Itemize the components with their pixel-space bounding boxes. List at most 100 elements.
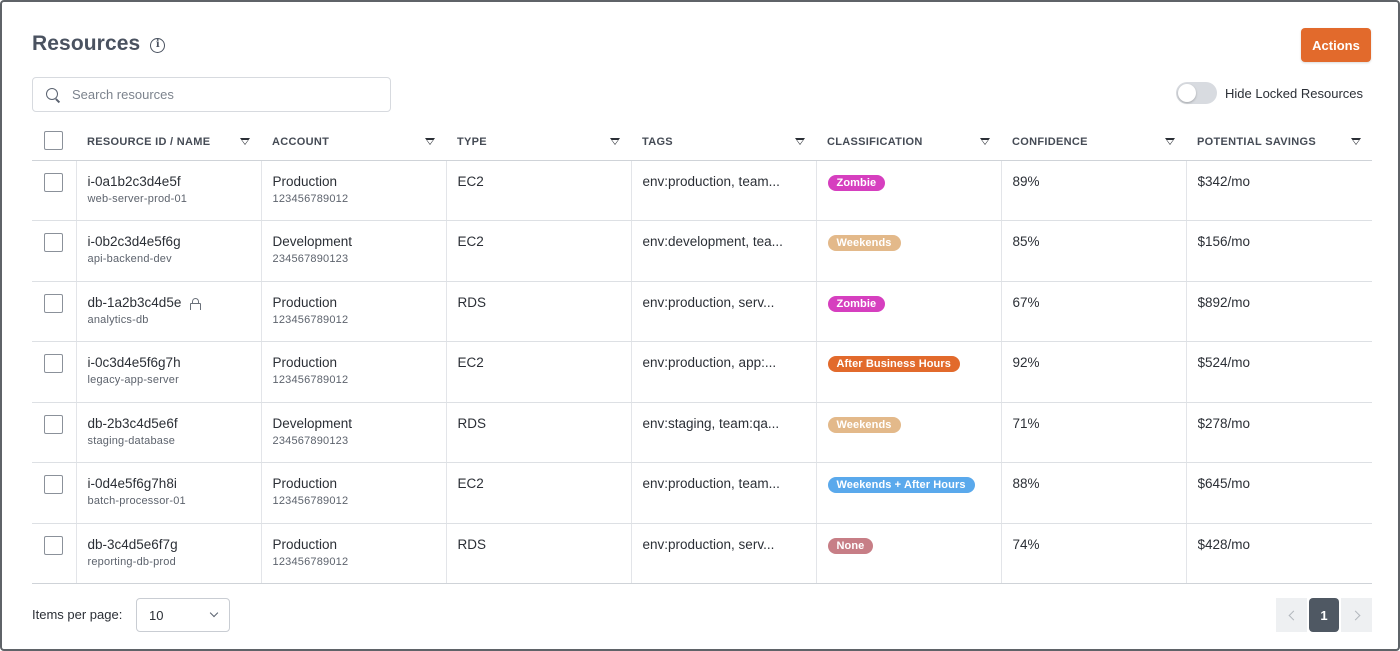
- resource-type: RDS: [457, 415, 487, 431]
- row-checkbox[interactable]: [44, 475, 63, 494]
- confidence-cell: 89%: [1000, 160, 1186, 221]
- hide-locked-label: Hide Locked Resources: [1225, 85, 1364, 101]
- column-header-account[interactable]: ACCOUNT: [261, 124, 446, 161]
- filter-icon[interactable]: [240, 138, 250, 145]
- resource-name: web-server-prod-01: [87, 192, 188, 205]
- savings-value: $342/mo: [1197, 173, 1251, 189]
- type-cell: EC2: [445, 220, 631, 282]
- info-icon[interactable]: i: [150, 37, 166, 53]
- hide-locked-toggle[interactable]: [1176, 82, 1217, 104]
- account-name: Production: [272, 355, 338, 370]
- classification-badge: Zombie: [827, 295, 886, 312]
- account-cell: Development 234567890123: [260, 402, 446, 463]
- row-select-cell: [32, 402, 76, 463]
- type-cell: EC2: [445, 160, 631, 221]
- resource-name: analytics-db: [87, 313, 149, 326]
- confidence-cell: 85%: [1000, 220, 1186, 282]
- savings-cell: $892/mo: [1185, 281, 1372, 342]
- table-row[interactable]: i-0d4e5f6g7h8i batch-processor-01 Producti…: [32, 462, 1372, 524]
- row-checkbox[interactable]: [44, 172, 63, 192]
- resource-name: batch-processor-01: [87, 495, 186, 507]
- confidence-value: 88%: [1012, 476, 1040, 491]
- row-checkbox[interactable]: [44, 414, 63, 434]
- table-row[interactable]: db-1a2b3c4d5e analytics-db Production 12345…: [32, 281, 1372, 342]
- savings-value: $278/mo: [1197, 415, 1251, 431]
- select-all-checkbox[interactable]: [44, 130, 63, 150]
- resource-id[interactable]: i-0c3d4e5f6g7h: [87, 355, 181, 370]
- account-cell: Production 123456789012: [260, 160, 446, 221]
- resource-cell: i-0b2c3d4e5f6g api-backend-dev: [75, 220, 261, 282]
- classification-cell: Weekends + After Hours: [815, 462, 1001, 524]
- row-select-cell: [32, 341, 76, 403]
- classification-cell: Zombie: [815, 160, 1001, 221]
- resource-tags[interactable]: env:production, team...: [642, 173, 780, 189]
- pagination: 1: [1276, 598, 1372, 632]
- classification-badge: Weekends: [827, 235, 901, 251]
- filter-icon[interactable]: [425, 138, 435, 145]
- row-checkbox[interactable]: [44, 354, 63, 373]
- row-checkbox[interactable]: [44, 233, 63, 252]
- classification-cell: Weekends: [815, 220, 1001, 282]
- column-header-confidence[interactable]: CONFIDENCE: [1001, 124, 1186, 161]
- tags-cell: env:production, app:...: [630, 341, 816, 403]
- column-header-resource[interactable]: RESOURCE ID / NAME: [76, 124, 261, 161]
- savings-cell: $342/mo: [1185, 160, 1372, 221]
- table-header-row: RESOURCE ID / NAME ACCOUNT TYPE TAGS CLA…: [32, 124, 1372, 161]
- items-per-page-value: 10: [149, 607, 164, 623]
- confidence-value: 67%: [1012, 294, 1040, 310]
- resource-id[interactable]: i-0d4e5f6g7h8i: [87, 476, 177, 491]
- row-checkbox[interactable]: [44, 293, 63, 313]
- row-select-cell: [32, 220, 76, 282]
- row-checkbox[interactable]: [44, 535, 63, 555]
- resource-tags[interactable]: env:staging, team:qa...: [642, 415, 780, 431]
- table-body: i-0a1b2c3d4e5f web-server-prod-01 Producti…: [32, 160, 1372, 584]
- filter-icon[interactable]: [795, 138, 805, 145]
- resource-type: RDS: [457, 294, 487, 310]
- column-header-classification[interactable]: CLASSIFICATION: [816, 124, 1001, 161]
- page-button-current[interactable]: 1: [1309, 598, 1339, 632]
- table-row[interactable]: i-0c3d4e5f6g7h legacy-app-server Productio…: [32, 341, 1372, 403]
- chevron-down-icon: [209, 608, 219, 618]
- savings-value: $428/mo: [1197, 536, 1251, 552]
- filter-icon[interactable]: [980, 138, 990, 145]
- confidence-cell: 74%: [1000, 523, 1186, 584]
- filter-icon[interactable]: [610, 138, 620, 145]
- savings-value: $892/mo: [1197, 294, 1251, 310]
- resource-id[interactable]: db-2b3c4d5e6f: [87, 415, 178, 431]
- resource-id[interactable]: i-0b2c3d4e5f6g: [87, 234, 181, 249]
- resource-tags[interactable]: env:production, team...: [642, 476, 780, 491]
- account-cell: Production 123456789012: [260, 523, 446, 584]
- column-header-savings[interactable]: POTENTIAL SAVINGS: [1186, 124, 1372, 161]
- actions-button[interactable]: Actions: [1301, 28, 1371, 62]
- resource-id[interactable]: i-0a1b2c3d4e5f: [87, 173, 181, 189]
- resource-cell: i-0d4e5f6g7h8i batch-processor-01: [75, 462, 261, 524]
- filter-icon[interactable]: [1165, 138, 1175, 145]
- resource-name: api-backend-dev: [87, 253, 172, 265]
- confidence-value: 71%: [1012, 415, 1040, 431]
- resource-tags[interactable]: env:production, serv...: [642, 536, 775, 552]
- filter-icon[interactable]: [1351, 138, 1361, 145]
- search-box[interactable]: [32, 77, 391, 112]
- resource-id[interactable]: db-3c4d5e6f7g: [87, 536, 178, 552]
- table-row[interactable]: db-3c4d5e6f7g reporting-db-prod Production…: [32, 523, 1372, 584]
- column-header-tags[interactable]: TAGS: [631, 124, 816, 161]
- account-cell: Production 123456789012: [260, 341, 446, 403]
- items-per-page-select[interactable]: 10: [136, 598, 230, 632]
- table-row[interactable]: i-0a1b2c3d4e5f web-server-prod-01 Producti…: [32, 160, 1372, 221]
- row-select-cell: [32, 160, 76, 221]
- confidence-value: 74%: [1012, 536, 1040, 552]
- table-row[interactable]: i-0b2c3d4e5f6g api-backend-dev Development…: [32, 220, 1372, 282]
- type-cell: RDS: [445, 523, 631, 584]
- row-select-cell: [32, 281, 76, 342]
- next-page-button[interactable]: [1341, 598, 1372, 632]
- resource-id[interactable]: db-1a2b3c4d5e: [87, 294, 182, 310]
- column-header-type[interactable]: TYPE: [446, 124, 631, 161]
- resource-tags[interactable]: env:development, tea...: [642, 234, 783, 249]
- resource-tags[interactable]: env:production, serv...: [642, 294, 775, 310]
- confidence-cell: 92%: [1000, 341, 1186, 403]
- previous-page-button[interactable]: [1276, 598, 1307, 632]
- search-input[interactable]: [72, 87, 372, 102]
- resource-tags[interactable]: env:production, app:...: [642, 355, 777, 370]
- table-row[interactable]: db-2b3c4d5e6f staging-database Development…: [32, 402, 1372, 463]
